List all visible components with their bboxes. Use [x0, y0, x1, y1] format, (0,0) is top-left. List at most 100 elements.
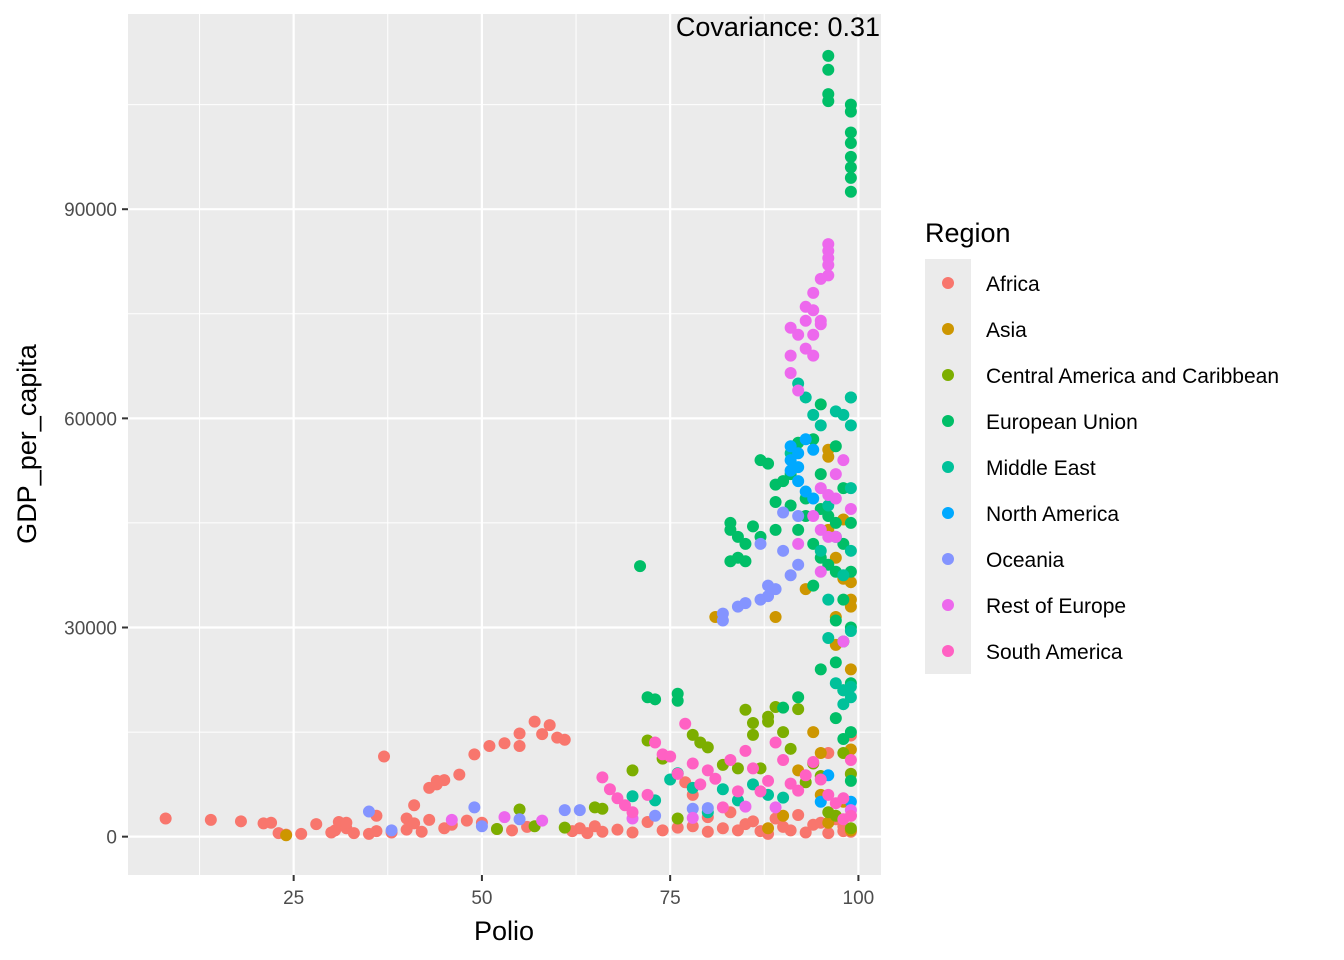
- point-south-america: [686, 757, 699, 770]
- point-middle-east: [746, 778, 759, 791]
- point-africa: [340, 816, 353, 829]
- point-rest-of-europe: [807, 509, 820, 522]
- point-middle-east: [814, 419, 827, 432]
- point-rest-of-europe: [799, 342, 812, 355]
- point-south-america: [664, 750, 677, 763]
- point-asia: [844, 663, 857, 676]
- point-central-america-and-caribbean: [731, 762, 744, 775]
- point-oceania: [573, 804, 586, 817]
- legend-key-south-america: [942, 645, 954, 657]
- point-central-america-and-caribbean: [777, 726, 790, 739]
- point-africa: [423, 813, 436, 826]
- point-european-union: [784, 499, 797, 512]
- point-central-america-and-caribbean: [792, 703, 805, 716]
- point-european-union: [837, 733, 850, 746]
- point-south-america: [777, 753, 790, 766]
- point-africa: [460, 814, 473, 827]
- point-africa: [370, 825, 383, 838]
- x-tick-label: 25: [283, 888, 304, 909]
- point-south-america: [694, 778, 707, 791]
- legend-label-asia: Asia: [986, 319, 1027, 342]
- point-africa: [265, 816, 278, 829]
- point-africa: [513, 740, 526, 753]
- point-africa: [438, 774, 451, 787]
- point-rest-of-europe: [837, 454, 850, 467]
- point-european-union: [807, 579, 820, 592]
- point-north-america: [807, 492, 820, 505]
- point-european-union: [844, 136, 857, 149]
- legend-label-central-america-and-caribbean: Central America and Caribbean: [986, 365, 1279, 388]
- point-central-america-and-caribbean: [784, 742, 797, 755]
- legend-key-asia: [942, 323, 954, 335]
- point-rest-of-europe: [814, 318, 827, 331]
- point-european-union: [731, 530, 744, 543]
- point-africa: [536, 728, 549, 741]
- point-rest-of-europe: [814, 482, 827, 495]
- point-oceania: [468, 801, 481, 814]
- point-central-america-and-caribbean: [626, 764, 639, 777]
- x-tick-label: 75: [660, 888, 681, 909]
- y-tick-label: 90000: [64, 200, 117, 221]
- point-european-union: [769, 523, 782, 536]
- point-africa: [746, 815, 759, 828]
- point-middle-east: [822, 499, 835, 512]
- point-rest-of-europe: [829, 492, 842, 505]
- point-oceania: [792, 558, 805, 571]
- minor-gridlines: [128, 14, 881, 875]
- point-central-america-and-caribbean: [671, 812, 684, 825]
- point-european-union: [844, 185, 857, 198]
- y-axis-title: GDP_per_capita: [12, 343, 42, 544]
- point-rest-of-europe: [784, 367, 797, 380]
- point-south-america: [844, 809, 857, 822]
- point-oceania: [739, 597, 752, 610]
- point-north-america: [792, 461, 805, 474]
- point-rest-of-europe: [807, 328, 820, 341]
- point-middle-east: [844, 691, 857, 704]
- point-south-america: [716, 801, 729, 814]
- point-south-america: [649, 736, 662, 749]
- point-south-america: [626, 806, 639, 819]
- point-european-union: [739, 555, 752, 568]
- legend-key-oceania: [942, 553, 954, 565]
- point-rest-of-europe: [844, 502, 857, 515]
- point-south-america: [762, 774, 775, 787]
- point-middle-east: [777, 791, 790, 804]
- point-south-america: [679, 717, 692, 730]
- point-south-america: [724, 753, 737, 766]
- point-european-union: [829, 656, 842, 669]
- point-middle-east: [844, 624, 857, 637]
- point-european-union: [671, 694, 684, 707]
- legend-key-middle-east: [942, 461, 954, 473]
- point-european-union: [769, 496, 782, 509]
- point-asia: [822, 816, 835, 829]
- point-asia: [777, 809, 790, 822]
- point-africa: [378, 750, 391, 763]
- point-south-america: [709, 772, 722, 785]
- point-africa: [716, 822, 729, 835]
- point-european-union: [837, 593, 850, 606]
- point-asia: [280, 829, 293, 842]
- point-european-union: [792, 523, 805, 536]
- point-european-union: [792, 691, 805, 704]
- point-european-union: [844, 774, 857, 787]
- point-oceania: [649, 809, 662, 822]
- point-european-union: [777, 475, 790, 488]
- point-oceania: [362, 805, 375, 818]
- point-north-america: [799, 433, 812, 446]
- point-south-america: [822, 788, 835, 801]
- point-central-america-and-caribbean: [490, 822, 503, 835]
- point-european-union: [777, 701, 790, 714]
- point-european-union: [844, 105, 857, 118]
- point-oceania: [784, 569, 797, 582]
- legend-label-north-america: North America: [986, 503, 1119, 526]
- point-central-america-and-caribbean: [701, 741, 714, 754]
- point-south-america: [596, 771, 609, 784]
- point-rest-of-europe: [814, 565, 827, 578]
- legend-key-africa: [942, 277, 954, 289]
- point-european-union: [634, 560, 647, 573]
- point-oceania: [777, 544, 790, 557]
- point-africa: [513, 727, 526, 740]
- point-south-america: [754, 785, 767, 798]
- point-rest-of-europe: [799, 314, 812, 327]
